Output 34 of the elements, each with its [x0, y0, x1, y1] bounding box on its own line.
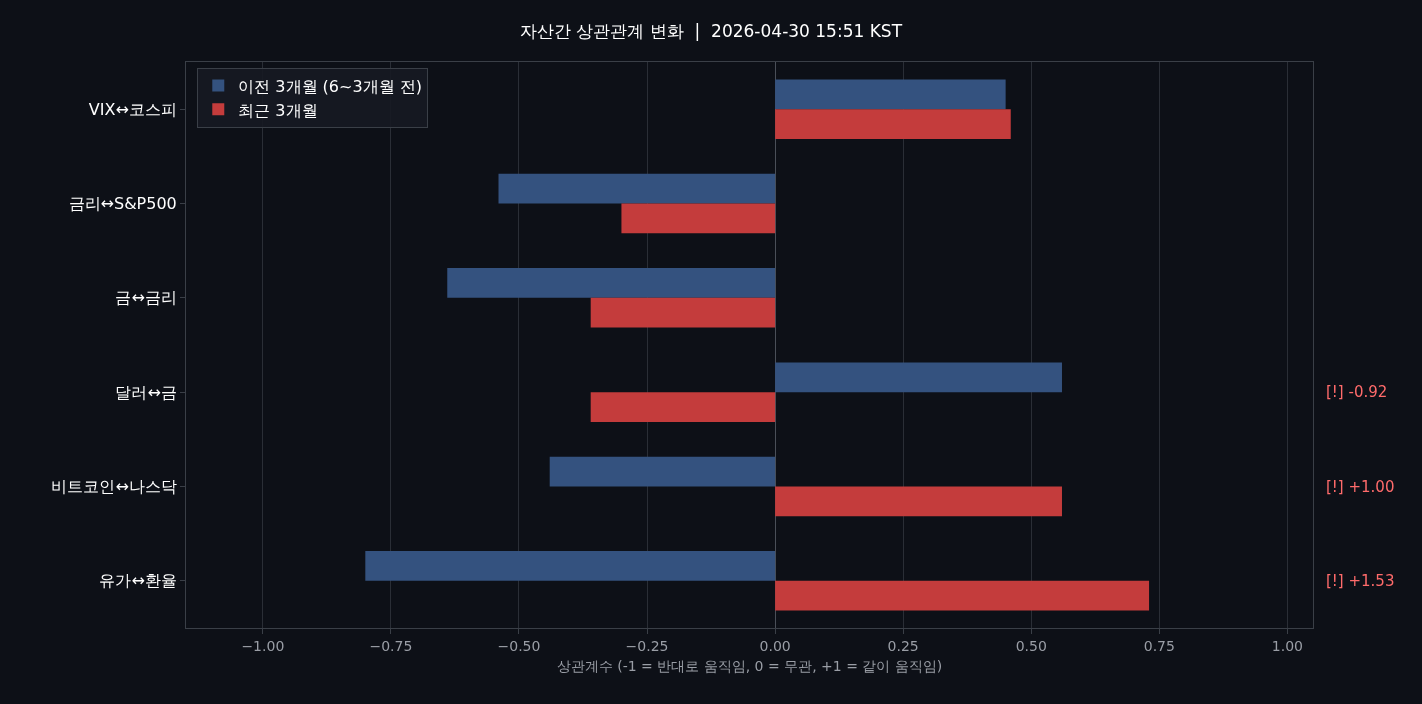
bar	[447, 268, 776, 298]
x-tick-label: −0.25	[625, 637, 669, 654]
chart-title: 자산간 상관관계 변화 | 2026-04-30 15:51 KST	[519, 20, 903, 41]
x-tick-label: 0.75	[1143, 637, 1175, 654]
bar	[621, 203, 776, 234]
x-tick-label: 1.00	[1271, 637, 1303, 654]
legend-label: 이전 3개월 (6~3개월 전)	[238, 76, 422, 96]
x-tick-label: 0.50	[1015, 637, 1047, 654]
bar	[590, 392, 776, 422]
text: [!] -0.92	[1326, 383, 1388, 401]
x-axis-title: 상관계수 (-1 = 반대로 움직임, 0 = 무관, +1 = 같이 움직임)	[556, 658, 943, 675]
y-tick-label: 유가↔환율	[99, 571, 177, 591]
bar	[775, 79, 1006, 110]
bar	[498, 173, 776, 204]
text: [!] +1.53	[1326, 572, 1395, 590]
bar	[365, 551, 776, 581]
bar	[775, 109, 1011, 139]
x-tick-label: 0.00	[759, 637, 791, 654]
x-tick-label: −0.50	[497, 637, 541, 654]
bar	[590, 297, 776, 328]
y-tick-label: 금↔금리	[115, 288, 177, 308]
x-tick-label: 0.25	[887, 637, 919, 654]
bar	[775, 486, 1062, 517]
bar	[775, 580, 1150, 611]
text: [!] +1.00	[1326, 478, 1395, 496]
y-tick-label: 금리↔S&P500	[68, 194, 177, 214]
y-tick-label: 달러↔금	[115, 382, 177, 402]
y-tick-label: 비트코인↔나스닥	[51, 477, 177, 497]
bar	[549, 456, 776, 487]
x-tick-label: −1.00	[241, 637, 285, 654]
legend-label: 최근 3개월	[238, 100, 318, 120]
bar	[775, 362, 1062, 393]
x-tick-label: −0.75	[369, 637, 413, 654]
y-tick-label: VIX↔코스피	[88, 99, 177, 119]
